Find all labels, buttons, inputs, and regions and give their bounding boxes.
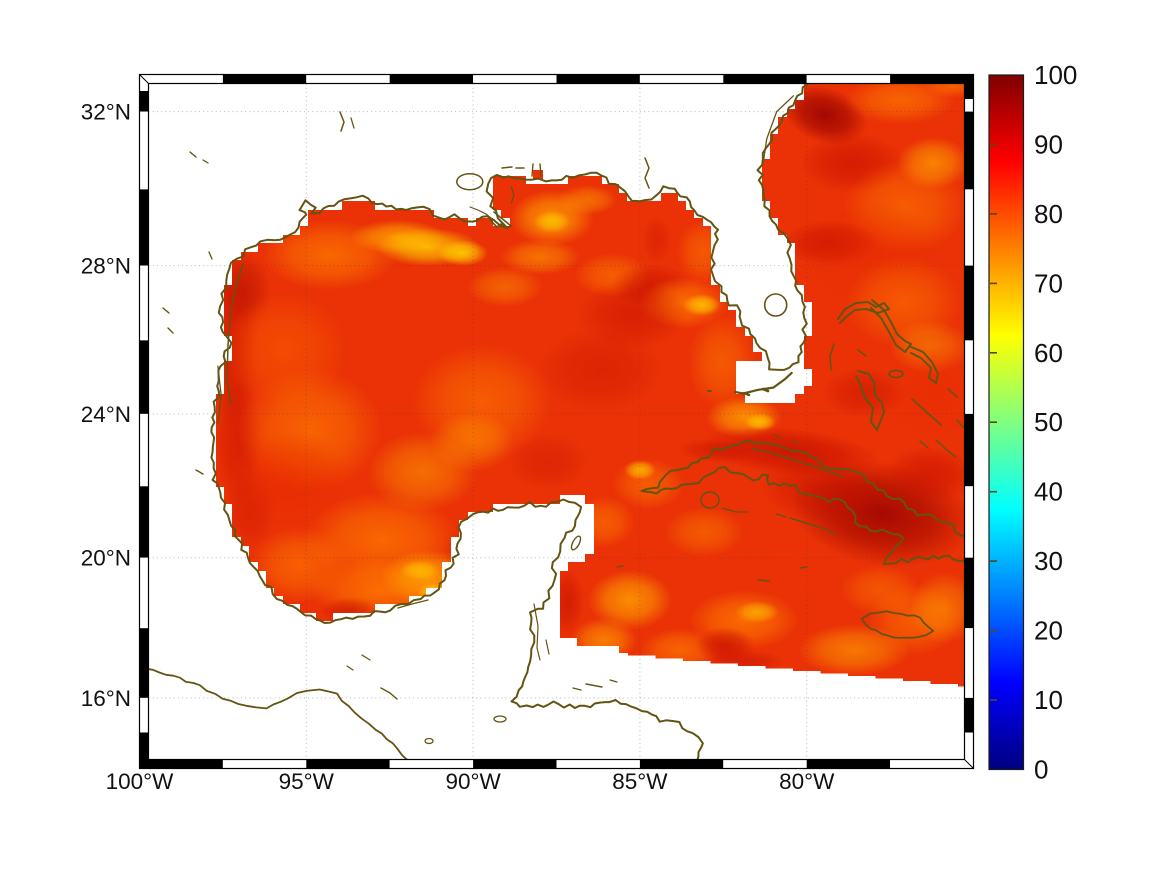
- svg-text:28°N: 28°N: [81, 254, 131, 279]
- svg-text:90°W: 90°W: [445, 769, 501, 794]
- svg-text:10: 10: [1034, 685, 1063, 715]
- svg-text:70: 70: [1034, 268, 1063, 298]
- svg-text:80°W: 80°W: [779, 769, 835, 794]
- svg-text:24°N: 24°N: [81, 402, 131, 427]
- svg-text:40: 40: [1034, 477, 1063, 507]
- svg-text:100: 100: [1034, 60, 1077, 90]
- svg-text:16°N: 16°N: [81, 686, 131, 711]
- svg-text:95°W: 95°W: [279, 769, 335, 794]
- svg-text:100°W: 100°W: [106, 769, 175, 794]
- svg-text:20°N: 20°N: [81, 546, 131, 571]
- svg-text:0: 0: [1034, 755, 1048, 785]
- svg-text:30: 30: [1034, 546, 1063, 576]
- svg-text:50: 50: [1034, 407, 1063, 437]
- svg-text:32°N: 32°N: [81, 100, 131, 125]
- svg-text:80: 80: [1034, 199, 1063, 229]
- svg-text:20: 20: [1034, 616, 1063, 646]
- svg-text:60: 60: [1034, 338, 1063, 368]
- svg-text:90: 90: [1034, 130, 1063, 160]
- svg-text:85°W: 85°W: [612, 769, 668, 794]
